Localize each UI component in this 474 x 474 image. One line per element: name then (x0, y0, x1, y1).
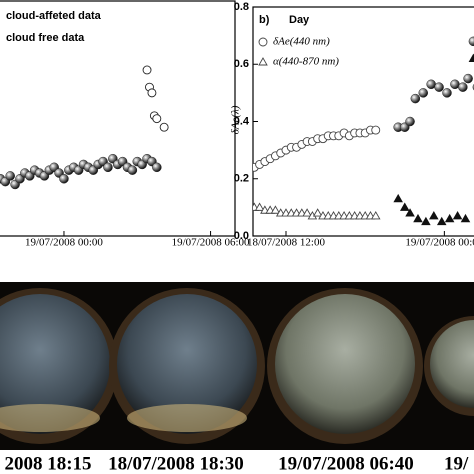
point (370, 211, 381, 220)
point (399, 202, 410, 211)
point (142, 65, 152, 75)
y-tick-label: 0.6 (234, 58, 249, 70)
point (421, 216, 431, 226)
point (463, 73, 473, 84)
point (393, 193, 403, 203)
photo-caption: 19/ (444, 453, 469, 474)
annotation: Day (289, 14, 310, 26)
point (147, 88, 157, 98)
y-axis-label: δAe(λ) (230, 105, 242, 134)
point (426, 79, 436, 90)
point (460, 213, 471, 223)
point (452, 211, 463, 220)
point (270, 205, 281, 214)
point (258, 37, 268, 47)
point (429, 211, 439, 220)
plot-area (253, 36, 474, 226)
point (450, 79, 460, 90)
point (312, 208, 323, 217)
point (258, 57, 268, 66)
photo (109, 288, 265, 444)
point (254, 202, 265, 211)
point (434, 82, 444, 92)
point (371, 125, 381, 135)
photo (424, 316, 474, 416)
panel-label: b) (259, 14, 270, 26)
point (159, 122, 169, 132)
point (152, 114, 162, 124)
point (444, 213, 455, 223)
point (302, 208, 312, 217)
photo (0, 288, 118, 444)
plot-area (0, 65, 169, 190)
y-tick-label: 0.4 (234, 115, 250, 127)
point (152, 162, 162, 173)
point (468, 53, 474, 62)
point (59, 174, 69, 184)
photo (267, 288, 423, 444)
legend-label: cloud-affeted data (6, 10, 102, 22)
point (410, 93, 421, 104)
legend-label: α(440-870 nm) (273, 56, 339, 68)
point (458, 82, 468, 92)
y-tick-label: 0.0 (234, 230, 249, 242)
photo-caption: 2008 18:15 (4, 453, 91, 474)
photo-caption: 18/07/2008 18:30 (108, 453, 244, 474)
point (413, 213, 423, 223)
point (436, 216, 447, 226)
point (418, 88, 428, 98)
x-tick-label: 18/07/2008 12:00 (247, 237, 325, 249)
legend-label: δAe(440 nm) (273, 36, 330, 48)
point (442, 88, 452, 98)
point (405, 116, 415, 127)
legend-label: cloud free data (6, 32, 85, 44)
point (127, 165, 138, 175)
point (405, 208, 415, 217)
point (5, 171, 15, 181)
point (103, 162, 113, 173)
x-tick-label: 19/07/2008 00:00 (405, 237, 474, 249)
y-tick-label: 0.2 (234, 173, 249, 185)
x-tick-label: 19/07/2008 06:00 (172, 237, 250, 249)
plot-frame (0, 0, 236, 237)
point (468, 36, 474, 47)
y-tick-label: 0.8 (234, 1, 249, 13)
x-tick-label: 19/07/2008 00:00 (25, 237, 103, 249)
photo-caption: 19/07/2008 06:40 (278, 453, 414, 474)
